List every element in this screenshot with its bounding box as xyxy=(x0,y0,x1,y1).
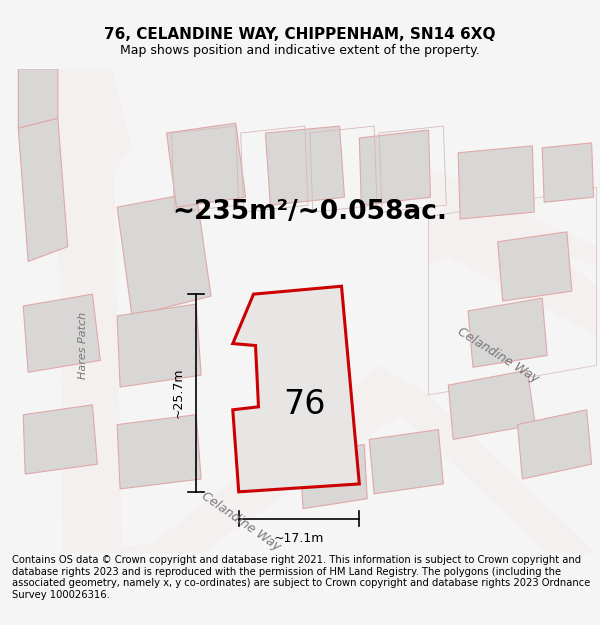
Polygon shape xyxy=(419,168,596,266)
Polygon shape xyxy=(18,118,68,261)
Polygon shape xyxy=(117,304,201,387)
Polygon shape xyxy=(428,188,596,336)
Text: Celandine Way: Celandine Way xyxy=(199,489,283,554)
Text: Hares Patch: Hares Patch xyxy=(77,312,88,379)
Polygon shape xyxy=(265,126,344,205)
Text: 76, CELANDINE WAY, CHIPPENHAM, SN14 6XQ: 76, CELANDINE WAY, CHIPPENHAM, SN14 6XQ xyxy=(104,27,496,42)
Polygon shape xyxy=(458,146,534,219)
Text: Contains OS data © Crown copyright and database right 2021. This information is : Contains OS data © Crown copyright and d… xyxy=(12,555,590,600)
Text: ~25.7m: ~25.7m xyxy=(172,368,185,418)
Text: ~235m²/~0.058ac.: ~235m²/~0.058ac. xyxy=(172,199,448,225)
Polygon shape xyxy=(448,370,535,439)
Text: Map shows position and indicative extent of the property.: Map shows position and indicative extent… xyxy=(120,44,480,57)
Text: 76: 76 xyxy=(284,388,326,421)
Polygon shape xyxy=(63,365,428,553)
Polygon shape xyxy=(117,415,201,489)
Text: Celandine Way: Celandine Way xyxy=(455,325,541,386)
Polygon shape xyxy=(58,69,132,198)
Polygon shape xyxy=(23,405,97,474)
Polygon shape xyxy=(369,429,443,494)
Polygon shape xyxy=(117,192,211,316)
Polygon shape xyxy=(369,365,596,553)
Polygon shape xyxy=(542,143,593,202)
Polygon shape xyxy=(233,286,359,492)
Polygon shape xyxy=(300,444,367,509)
Polygon shape xyxy=(18,69,58,128)
Polygon shape xyxy=(23,294,100,372)
Polygon shape xyxy=(167,123,245,207)
Polygon shape xyxy=(468,298,547,368)
Polygon shape xyxy=(359,130,430,205)
Polygon shape xyxy=(517,410,592,479)
Text: ~17.1m: ~17.1m xyxy=(274,532,324,545)
Polygon shape xyxy=(498,232,572,301)
Polygon shape xyxy=(58,148,102,286)
Polygon shape xyxy=(58,69,122,553)
